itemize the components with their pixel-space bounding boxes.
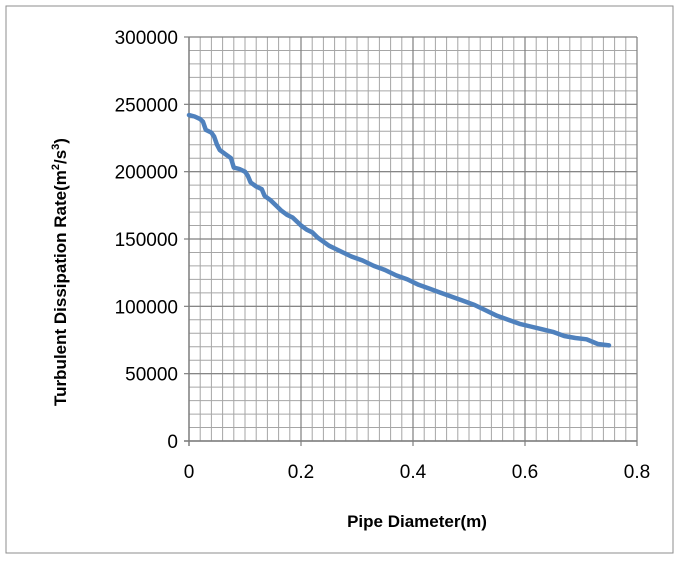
y-tick-label: 200000 [115, 163, 178, 184]
x-tick-label: 0.4 [400, 462, 427, 483]
x-tick-label: 0.8 [624, 462, 650, 483]
y-tick-label: 150000 [115, 230, 178, 251]
series-layer [186, 112, 612, 348]
x-axis-title: Pipe Diameter(m) [347, 512, 487, 531]
x-tick-labels: 0 0.2 0.4 0.6 0.8 [184, 462, 651, 483]
y-tick-label: 100000 [115, 297, 178, 318]
y-axis-title-sup1: 2 [50, 164, 62, 170]
y-tick-labels: 0 50000 100000 150000 200000 250000 300000 [115, 28, 178, 453]
x-tick-label: 0.6 [512, 462, 538, 483]
y-tick-label: 0 [167, 432, 178, 453]
y-axis-title-sup2: 3 [50, 144, 62, 150]
x-tick-label: 0.2 [288, 462, 314, 483]
y-tick-label: 300000 [115, 28, 178, 49]
x-tick-label: 0 [184, 462, 195, 483]
y-tick-label: 250000 [115, 95, 178, 116]
series-line [186, 112, 612, 348]
y-axis-title-prefix: Turbulent Dissipation Rate(m [51, 170, 70, 406]
axes [184, 36, 638, 446]
y-axis-title: Turbulent Dissipation Rate(m2/s3) [50, 138, 70, 406]
y-axis-title-suffix: ) [51, 138, 70, 144]
y-axis-title-mid: /s [51, 150, 70, 164]
y-tick-label: 50000 [125, 365, 178, 386]
